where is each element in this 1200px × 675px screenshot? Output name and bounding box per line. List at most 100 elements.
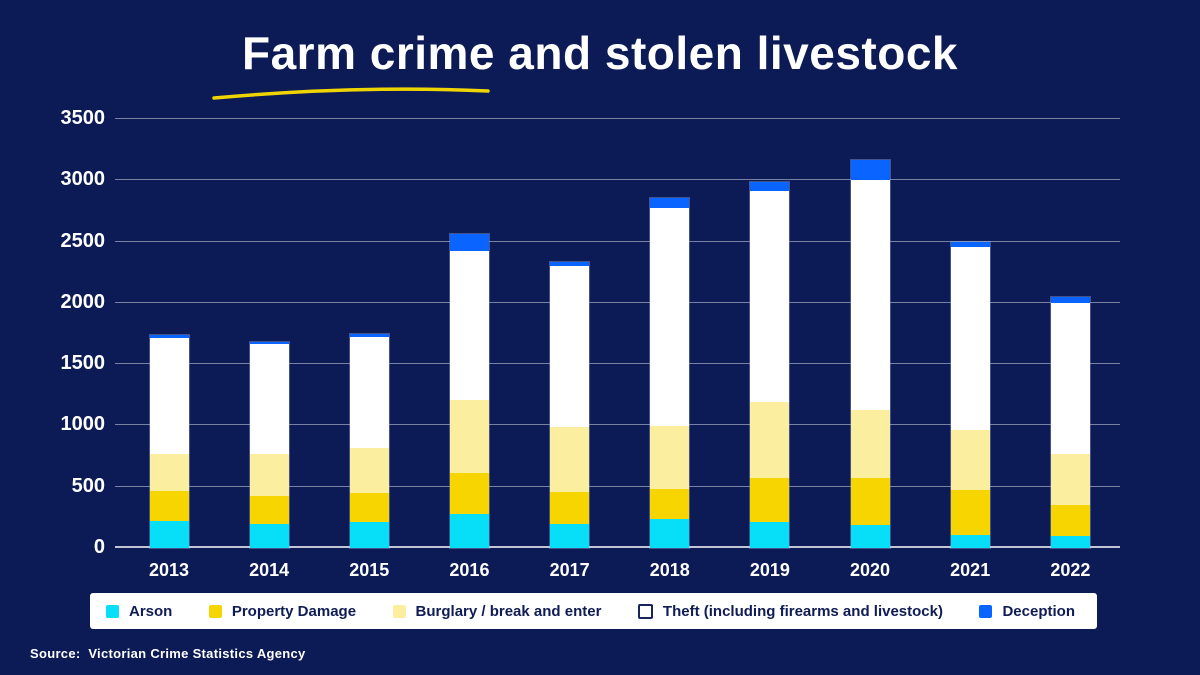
segment-2017-deception <box>550 261 590 266</box>
segment-2015-theft-including-firearms-and-livestock <box>349 336 389 448</box>
legend-color-chip-icon <box>637 603 653 619</box>
legend-label: Arson <box>129 602 173 620</box>
segment-2020-burglary-break-and-enter <box>850 409 890 479</box>
legend-label: Burglary / break and enter <box>415 602 602 620</box>
segment-2016-property-damage <box>449 472 489 515</box>
segment-2022-deception <box>1050 297 1090 303</box>
segment-2020-theft-including-firearms-and-livestock <box>850 180 890 410</box>
segment-2018-theft-including-firearms-and-livestock <box>650 207 690 427</box>
x-axis-label-2015: 2015 <box>349 560 390 580</box>
bar-2022 <box>1049 296 1091 549</box>
legend-label: Property Damage <box>231 602 357 620</box>
chart-legend: Arson Property Damage Burglary / break and… <box>90 593 1097 629</box>
source-attribution: Source: Victorian Crime Statistics Agenc… <box>30 646 306 661</box>
segment-2016-theft-including-firearms-and-livestock <box>449 251 489 401</box>
legend-color-chip-icon <box>208 604 222 618</box>
segment-2022-arson <box>1050 535 1090 548</box>
x-axis-label-2020: 2020 <box>850 560 891 580</box>
x-axis-label-2021: 2021 <box>950 560 991 580</box>
segment-2013-arson <box>149 521 189 548</box>
x-axis-label-2022: 2022 <box>1050 560 1091 580</box>
y-axis-label-1000: 1000 <box>60 413 106 436</box>
gridline-3500 <box>115 118 1120 119</box>
bar-2015 <box>348 333 390 549</box>
bar-2013 <box>148 334 190 549</box>
title-underline-swoosh-icon <box>212 87 490 100</box>
legend-item-deception: Deception <box>979 603 1075 620</box>
gridline-500 <box>115 485 1120 487</box>
bar-2017 <box>549 260 591 550</box>
bar-2019 <box>749 180 791 550</box>
segment-2021-property-damage <box>950 489 990 535</box>
chart-title: Farm crime and stolen livestock <box>242 27 958 79</box>
segment-2020-property-damage <box>850 478 890 525</box>
segment-2019-property-damage <box>750 478 790 522</box>
segment-2013-burglary-break-and-enter <box>149 453 189 492</box>
segment-2018-arson <box>650 519 690 548</box>
stacked-bar-chart-plot <box>115 118 1120 550</box>
segment-2019-theft-including-firearms-and-livestock <box>750 191 790 403</box>
bar-2020 <box>849 159 891 549</box>
segment-2020-deception <box>850 160 890 181</box>
x-axis-label-2014: 2014 <box>249 560 290 580</box>
segment-2018-burglary-break-and-enter <box>650 426 690 490</box>
segment-2021-deception <box>950 241 990 248</box>
segment-2019-deception <box>750 181 790 192</box>
segment-2014-burglary-break-and-enter <box>249 454 289 496</box>
y-axis-label-3000: 3000 <box>60 168 106 191</box>
y-axis-label-500: 500 <box>71 474 105 497</box>
y-axis-label-1500: 1500 <box>60 352 106 375</box>
y-axis-label-0: 0 <box>93 536 105 558</box>
legend-label: Theft (including firearms and livestock) <box>662 602 943 620</box>
bar-2021 <box>949 240 991 550</box>
gridline-1500 <box>115 363 1120 365</box>
segment-2021-arson <box>950 534 990 548</box>
segment-2021-theft-including-firearms-and-livestock <box>950 247 990 430</box>
segment-2018-property-damage <box>650 489 690 520</box>
legend-item-property-damage: Property Damage <box>208 602 357 620</box>
bar-2018 <box>649 196 691 549</box>
segment-2013-theft-including-firearms-and-livestock <box>149 337 189 454</box>
legend-item-arson: Arson <box>106 603 172 620</box>
segment-2014-arson <box>249 524 289 548</box>
legend-label: Deception <box>1002 602 1075 620</box>
segment-2018-deception <box>650 197 690 208</box>
segment-2015-property-damage <box>349 493 389 523</box>
x-axis-line <box>115 546 1120 548</box>
y-axis-label-2500: 2500 <box>60 229 106 252</box>
legend-color-chip-icon <box>979 604 993 618</box>
segment-2013-property-damage <box>149 491 189 522</box>
segment-2022-property-damage <box>1050 505 1090 536</box>
legend-color-chip-icon <box>106 604 119 618</box>
y-axis-label-2000: 2000 <box>60 290 106 313</box>
x-axis-label-2013: 2013 <box>148 560 190 580</box>
segment-2021-burglary-break-and-enter <box>950 429 990 490</box>
segment-2022-burglary-break-and-enter <box>1050 454 1090 506</box>
segment-2017-property-damage <box>550 491 590 525</box>
x-axis-label-2016: 2016 <box>449 560 490 580</box>
legend-color-chip-icon <box>392 604 406 618</box>
x-axis-label-2018: 2018 <box>649 560 690 580</box>
segment-2017-arson <box>550 524 590 548</box>
x-axis-label-2019: 2019 <box>749 560 790 580</box>
gridline-3000 <box>115 179 1120 181</box>
segment-2022-theft-including-firearms-and-livestock <box>1050 302 1090 455</box>
segment-2017-theft-including-firearms-and-livestock <box>550 265 590 428</box>
segment-2016-deception <box>449 233 489 252</box>
segment-2017-burglary-break-and-enter <box>550 427 590 492</box>
gridline-2000 <box>115 301 1120 303</box>
legend-item-theft-including-firearms-and-livestock: Theft (including firearms and livestock) <box>637 602 943 620</box>
segment-2016-burglary-break-and-enter <box>449 400 489 473</box>
segment-2020-arson <box>850 524 890 548</box>
segment-2014-property-damage <box>249 495 289 525</box>
segment-2015-deception <box>349 334 389 337</box>
gridline-2500 <box>115 240 1120 242</box>
segment-2019-burglary-break-and-enter <box>750 402 790 479</box>
segment-2019-arson <box>750 521 790 548</box>
legend-item-burglary-break-and-enter: Burglary / break and enter <box>392 602 602 620</box>
segment-2013-deception <box>149 335 189 338</box>
segment-2014-theft-including-firearms-and-livestock <box>249 343 289 455</box>
y-axis-label-3500: 3500 <box>60 107 106 129</box>
segment-2014-deception <box>249 341 289 344</box>
bar-2014 <box>248 340 290 549</box>
